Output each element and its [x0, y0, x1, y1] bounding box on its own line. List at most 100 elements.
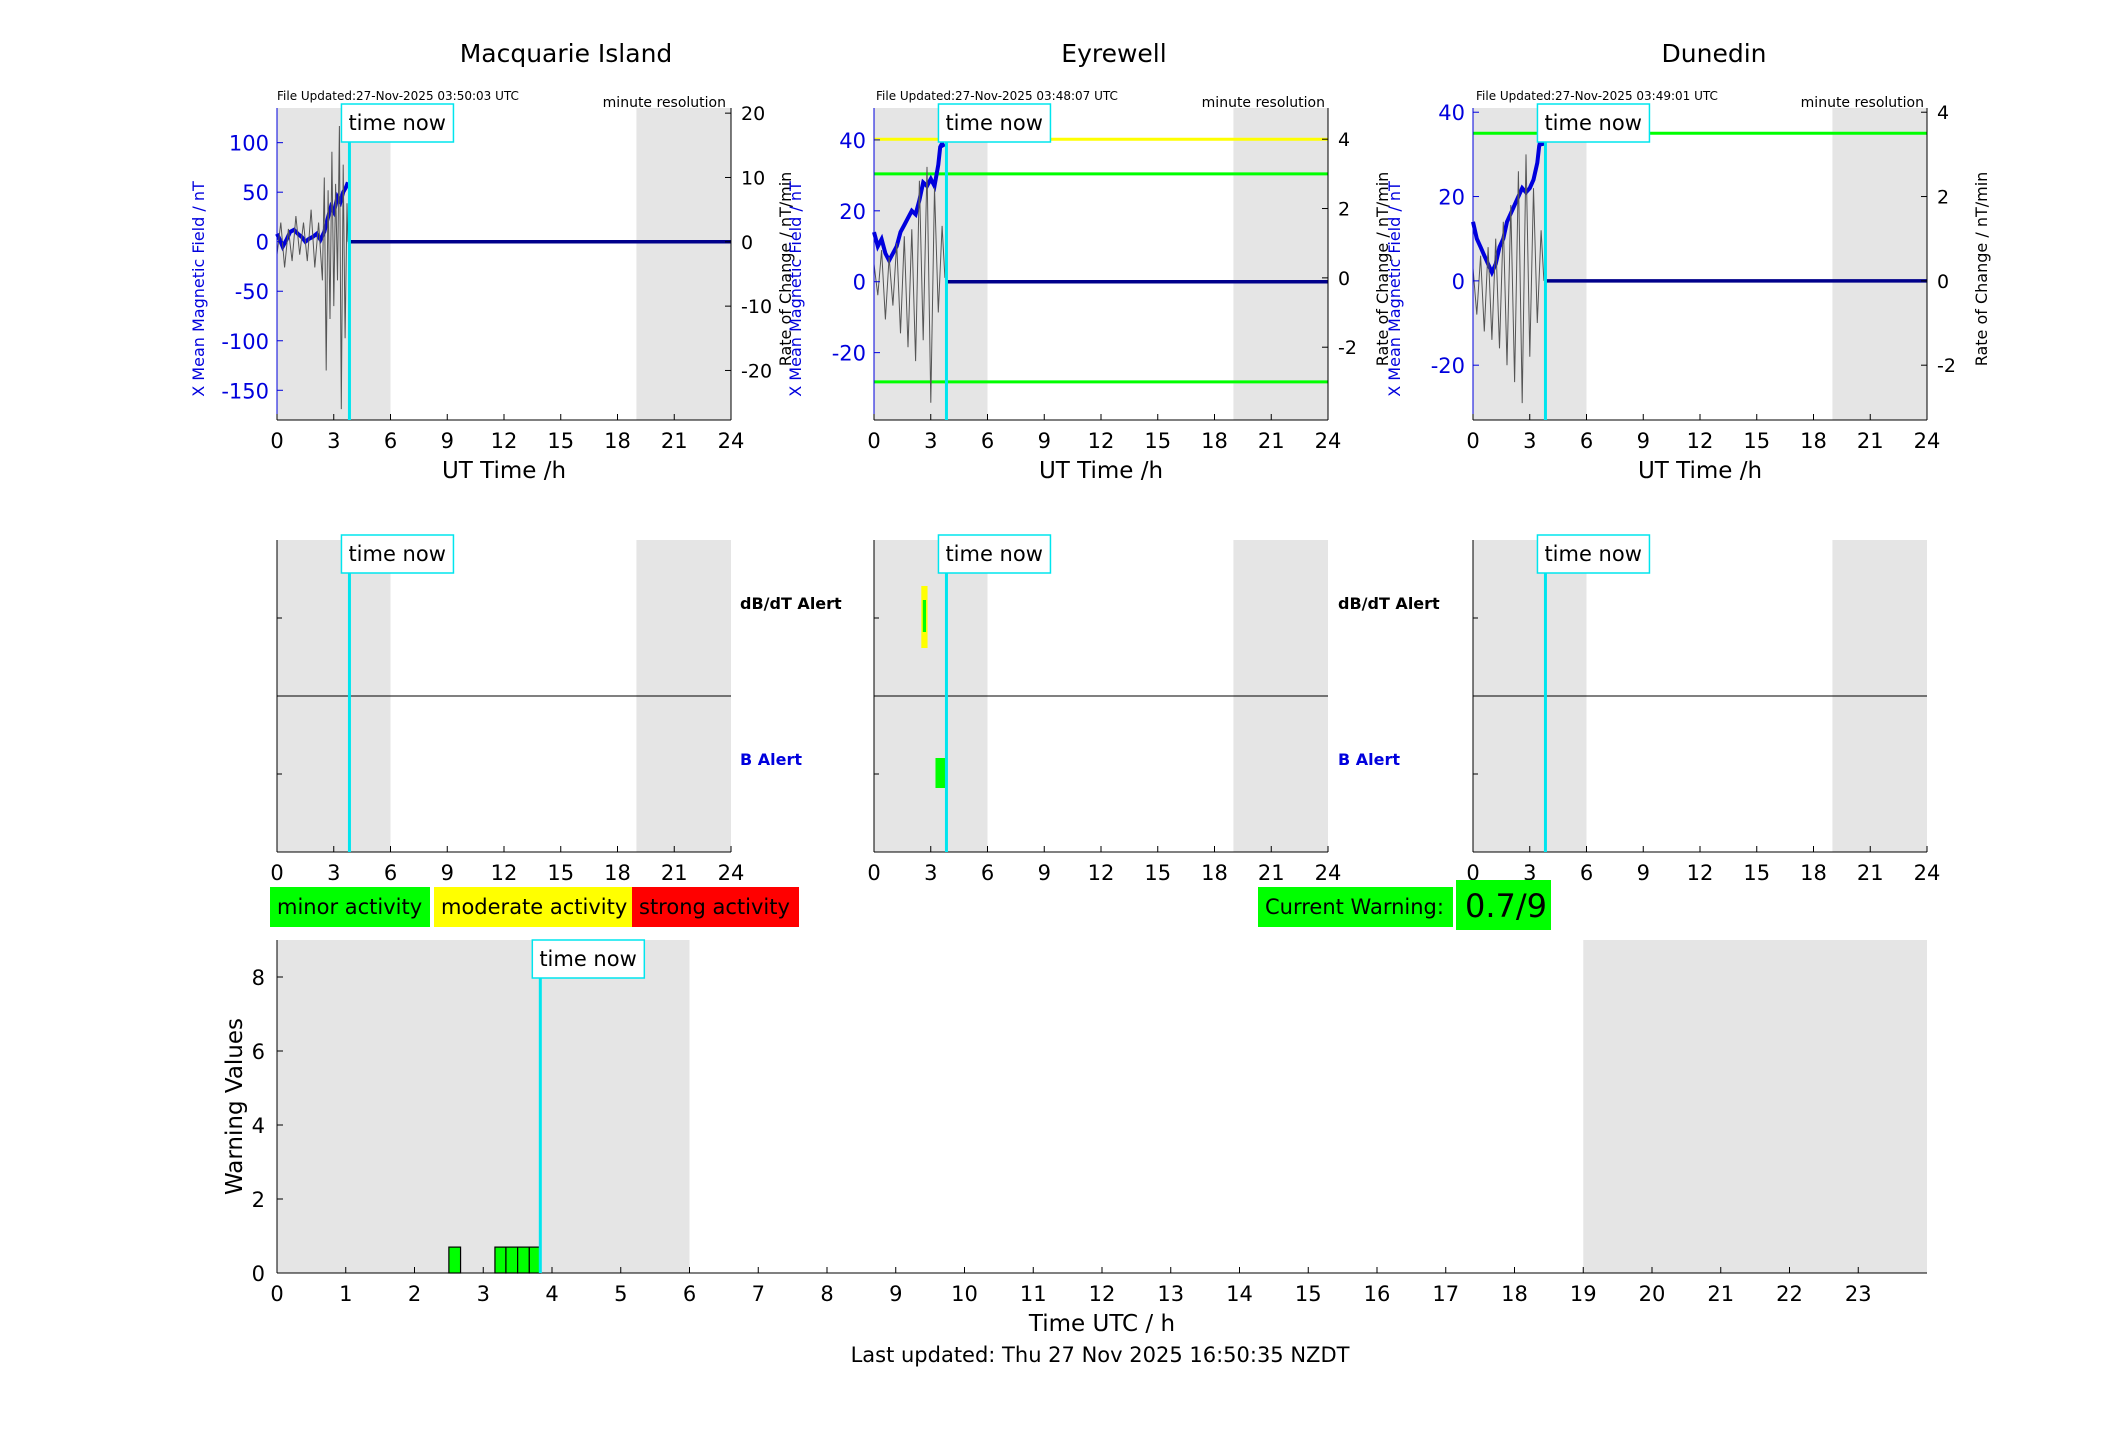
legend-strong-label: strong activity: [639, 895, 790, 919]
resolution-macquarie: minute resolution: [603, 95, 726, 111]
time-now-label: time now: [539, 947, 636, 971]
time-now-box: [340, 534, 455, 574]
x-tick-label: 18: [1201, 861, 1228, 885]
x-tick-label: 6: [683, 1282, 696, 1306]
x-tick-label: 16: [1364, 1282, 1391, 1306]
y-tick-label: 8: [252, 966, 265, 990]
x-tick-label: 0: [270, 429, 283, 453]
x-tick-label: 6: [981, 861, 994, 885]
time-now-label: time now: [945, 542, 1042, 566]
warning-bar: [494, 1246, 507, 1274]
file-updated-eyrewell: File Updated:27-Nov-2025 03:48:07 UTC: [876, 89, 1118, 103]
x-tick-label: 9: [441, 429, 454, 453]
x-tick-label: 24: [1914, 429, 1941, 453]
x-tick-label: 12: [491, 861, 518, 885]
warning-bar: [517, 1246, 530, 1274]
x-tick-label: 0: [867, 861, 880, 885]
time-now-label: time now: [1544, 542, 1641, 566]
resolution-dunedin: minute resolution: [1801, 95, 1924, 111]
x-tick-label: 20: [1639, 1282, 1666, 1306]
x-tick-label: 21: [1707, 1282, 1734, 1306]
y-tick-label: 0: [252, 1262, 265, 1286]
y2-tick-label: -20: [741, 360, 772, 382]
x-tick-label: 15: [547, 861, 574, 885]
warning-bar: [505, 1246, 519, 1274]
x-tick-label: 7: [752, 1282, 765, 1306]
x-tick-label: 15: [1144, 861, 1171, 885]
x-tick-label: 18: [1201, 429, 1228, 453]
x-tick-label: 12: [1088, 429, 1115, 453]
y-tick-label: 50: [242, 181, 269, 205]
dbdt-alert-label-1: dB/dT Alert: [740, 594, 842, 613]
rate-of-change-line: [1472, 154, 1545, 404]
rate-of-change-line: [873, 166, 946, 403]
x-tick-label: 21: [661, 861, 688, 885]
time-now-tag: time now: [937, 534, 1052, 574]
y-tick-label: -20: [832, 342, 866, 366]
x-tick-label: 18: [604, 861, 631, 885]
y2-tick-label: 2: [1937, 187, 1949, 209]
x-tick-label: 21: [1857, 861, 1884, 885]
y-tick-label: 40: [1438, 101, 1465, 125]
file-updated-dunedin: File Updated:27-Nov-2025 03:49:01 UTC: [1476, 89, 1718, 103]
x-tick-label: 2: [408, 1282, 421, 1306]
x-tick-label: 19: [1570, 1282, 1597, 1306]
y-tick-label: 100: [229, 132, 269, 156]
time-now-box: [937, 103, 1052, 143]
x-tick-label: 9: [1038, 429, 1051, 453]
magnetic-field-line: [872, 139, 946, 265]
time-now-tag: time now: [531, 939, 646, 979]
y2-axis-title: Rate of Change / nT/min: [1373, 172, 1392, 367]
night-shade-1: [1583, 940, 1927, 1273]
x-tick-label: 0: [270, 861, 283, 885]
y2-tick-label: 0: [1937, 271, 1949, 293]
x-tick-label: 3: [477, 1282, 490, 1306]
x-tick-label: 4: [545, 1282, 558, 1306]
dbdt-alert-minor: [922, 600, 927, 632]
x-tick-label: 18: [1501, 1282, 1528, 1306]
x-tick-label: 0: [1466, 429, 1479, 453]
x-tick-label: 21: [1258, 429, 1285, 453]
last-updated: Last updated: Thu 27 Nov 2025 16:50:35 N…: [851, 1343, 1350, 1367]
x-tick-label: 17: [1432, 1282, 1459, 1306]
x-tick-label: 3: [1523, 861, 1536, 885]
time-now-box: [937, 534, 1052, 574]
x-tick-label: 6: [384, 429, 397, 453]
x-tick-label: 9: [441, 861, 454, 885]
legend-moderate-label: moderate activity: [441, 895, 627, 919]
x-axis-title: UT Time /h: [1039, 458, 1163, 484]
y2-tick-label: 0: [1338, 268, 1350, 290]
y-tick-label: 4: [252, 1114, 265, 1138]
y-axis-title: X Mean Magnetic Field / nT: [189, 181, 208, 397]
y-tick-label: -20: [1431, 354, 1465, 378]
y-tick-label: 20: [839, 200, 866, 224]
b-alert-label-2: B Alert: [1338, 750, 1400, 769]
x-tick-label: 6: [981, 429, 994, 453]
time-now-label: time now: [945, 111, 1042, 135]
x-tick-label: 14: [1226, 1282, 1253, 1306]
time-now-tag: time now: [1536, 534, 1651, 574]
x-axis-title: UT Time /h: [442, 458, 566, 484]
time-now-label: time now: [1544, 111, 1641, 135]
y2-tick-label: -2: [1338, 337, 1357, 359]
station-title-dunedin: Dunedin: [1662, 39, 1767, 68]
x-tick-label: 23: [1845, 1282, 1872, 1306]
x-tick-label: 24: [1914, 861, 1941, 885]
time-now-box: [531, 939, 646, 979]
time-now-label: time now: [348, 111, 445, 135]
current-warning-value: 0.7/9: [1465, 887, 1547, 925]
night-shade-1: [1233, 108, 1328, 420]
x-tick-label: 24: [718, 429, 745, 453]
x-tick-label: 5: [614, 1282, 627, 1306]
current-warning-box: [1258, 887, 1453, 927]
x-tick-label: 11: [1020, 1282, 1047, 1306]
x-tick-label: 9: [1637, 429, 1650, 453]
night-shade-1: [636, 108, 731, 420]
x-tick-label: 21: [1258, 861, 1285, 885]
x-tick-label: 15: [1295, 1282, 1322, 1306]
y2-tick-label: 4: [1338, 129, 1350, 151]
dbdt-alert-label-2: dB/dT Alert: [1338, 594, 1440, 613]
x-tick-label: 9: [1038, 861, 1051, 885]
legend-strong: strong activity: [632, 887, 799, 927]
